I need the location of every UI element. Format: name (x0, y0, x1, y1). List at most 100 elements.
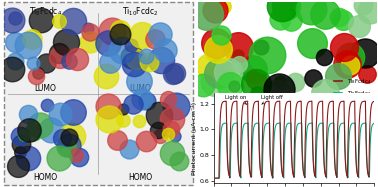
Text: Light on: Light on (225, 95, 246, 104)
Point (87, 30, 93, 33)
Point (344, 63, 350, 66)
Point (107, 61, 113, 64)
Point (158, 58, 164, 61)
Point (277, 81, 283, 84)
Point (133, 57, 139, 60)
Point (12, 41, 18, 44)
Point (69, 134, 75, 137)
Point (57, 56, 64, 59)
Point (48, 129, 54, 132)
Point (155, 128, 161, 131)
Point (126, 148, 132, 151)
Point (130, 103, 136, 106)
Point (308, 7, 314, 10)
Point (258, 46, 264, 49)
Point (162, 49, 168, 52)
Point (139, 98, 145, 101)
Point (33, 75, 39, 78)
Point (367, 9, 373, 12)
Point (139, 61, 145, 64)
Point (25, 113, 31, 116)
Point (213, 79, 219, 82)
Point (165, 98, 171, 101)
Point (43, 62, 49, 65)
Point (70, 19, 76, 22)
Point (66, 143, 72, 146)
Point (215, 47, 221, 50)
Point (362, 52, 368, 55)
Point (44, 104, 50, 107)
Point (254, 83, 260, 86)
Point (274, 92, 280, 95)
Point (220, 4, 226, 7)
Point (129, 55, 135, 58)
Point (218, 33, 224, 36)
Point (25, 44, 31, 47)
Point (340, 19, 346, 22)
Point (291, 81, 297, 84)
Point (87, 40, 93, 43)
Point (356, 25, 362, 28)
Point (225, 71, 231, 74)
Point (136, 119, 142, 122)
Point (56, 156, 62, 159)
Point (168, 128, 174, 131)
Point (128, 43, 134, 46)
Point (130, 63, 136, 66)
Point (76, 156, 82, 159)
Point (206, 65, 212, 68)
Point (336, 16, 342, 19)
Point (30, 62, 36, 65)
Point (12, 17, 18, 20)
Point (170, 72, 176, 75)
Text: LUMO: LUMO (129, 84, 151, 94)
Point (59, 136, 65, 139)
Y-axis label: Photocurrent (μA·cm⁻¹): Photocurrent (μA·cm⁻¹) (191, 102, 197, 175)
Point (310, 76, 316, 79)
Point (341, 46, 347, 49)
Point (250, 68, 256, 71)
Point (236, 63, 242, 66)
Point (143, 55, 149, 58)
Point (74, 57, 80, 60)
Point (35, 72, 41, 75)
Point (276, 88, 282, 91)
Point (254, 91, 260, 94)
Point (120, 119, 126, 122)
Point (105, 105, 111, 108)
Point (165, 133, 171, 136)
Point (277, 17, 283, 20)
Point (212, 8, 218, 11)
Point (17, 142, 23, 145)
Point (347, 63, 353, 66)
Point (173, 104, 179, 107)
Point (105, 41, 111, 44)
Point (21, 134, 27, 137)
Point (152, 38, 158, 41)
Point (70, 111, 76, 114)
Point (235, 45, 241, 48)
Point (227, 83, 233, 86)
Point (114, 138, 120, 141)
Point (216, 72, 222, 75)
Point (109, 30, 115, 33)
Text: Light off: Light off (261, 95, 283, 104)
Point (17, 135, 23, 138)
Point (15, 165, 21, 168)
Point (119, 49, 125, 52)
Point (9, 68, 15, 71)
Point (169, 117, 175, 120)
Point (12, 59, 18, 62)
Point (322, 92, 328, 95)
Point (347, 55, 353, 58)
Point (253, 77, 259, 80)
Point (169, 152, 175, 155)
Text: Ti$_{10}$Fcdc$_2$: Ti$_{10}$Fcdc$_2$ (122, 6, 158, 18)
Point (364, 73, 370, 76)
Point (56, 20, 62, 23)
Point (144, 99, 150, 102)
Point (157, 32, 163, 35)
Point (85, 26, 91, 29)
Point (66, 59, 72, 62)
Point (321, 55, 327, 58)
